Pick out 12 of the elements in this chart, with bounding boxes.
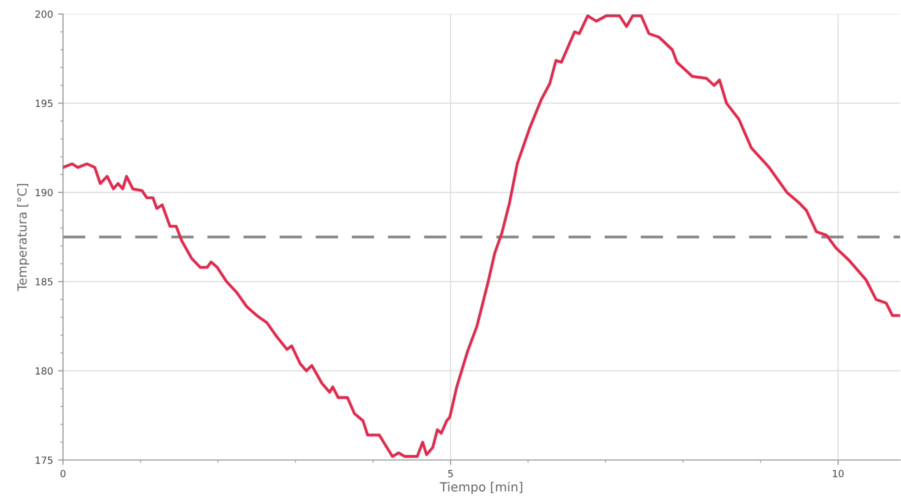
line-series: [63, 14, 900, 458]
y-tick-label: 190: [36, 188, 53, 196]
y-tick-label: 180: [36, 367, 53, 375]
x-tick-label: 0: [60, 470, 66, 478]
y-tick-label: 195: [36, 100, 52, 108]
y-tick-label: 175: [36, 456, 52, 464]
x-tick-label: 10: [832, 470, 844, 478]
y-tick-label: 185: [36, 278, 52, 286]
y-axis-title: Temperatura [°C]: [17, 184, 30, 292]
x-tick-label: 5: [448, 470, 453, 478]
x-axis-title: Tiempo [min]: [440, 482, 522, 494]
y-tick-label: 200: [35, 10, 53, 18]
